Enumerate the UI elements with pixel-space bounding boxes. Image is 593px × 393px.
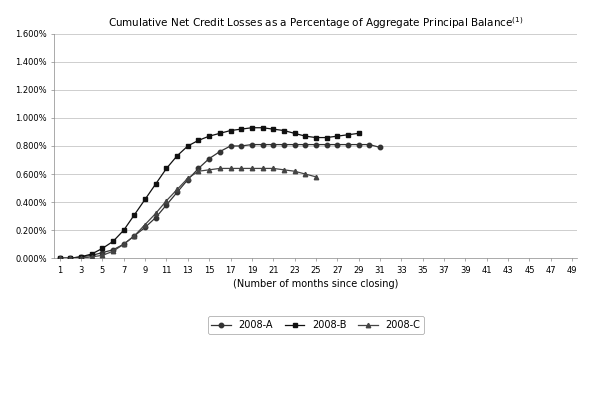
2008-B bbox=[184, 143, 192, 148]
2008-B bbox=[67, 256, 74, 261]
2008-C bbox=[313, 174, 320, 179]
2008-A bbox=[345, 142, 352, 147]
2008-C bbox=[206, 167, 213, 172]
2008-A bbox=[195, 166, 202, 171]
2008-B bbox=[195, 138, 202, 143]
2008-A bbox=[377, 145, 384, 150]
2008-B bbox=[131, 212, 138, 217]
2008-A bbox=[259, 142, 266, 147]
2008-B bbox=[238, 127, 245, 132]
2008-B bbox=[270, 127, 277, 132]
2008-C bbox=[88, 254, 95, 259]
2008-A bbox=[99, 250, 106, 255]
2008-A bbox=[313, 142, 320, 147]
2008-C bbox=[291, 169, 298, 174]
2008-C bbox=[248, 166, 256, 171]
2008-C bbox=[195, 169, 202, 174]
2008-A bbox=[270, 142, 277, 147]
2008-B bbox=[56, 256, 63, 261]
2008-A bbox=[67, 256, 74, 261]
2008-C bbox=[56, 256, 63, 261]
2008-C bbox=[142, 222, 149, 227]
2008-C bbox=[163, 198, 170, 203]
Line: 2008-A: 2008-A bbox=[58, 142, 382, 261]
2008-B bbox=[313, 135, 320, 140]
Legend: 2008-A, 2008-B, 2008-C: 2008-A, 2008-B, 2008-C bbox=[208, 316, 424, 334]
2008-C bbox=[184, 176, 192, 181]
2008-C bbox=[270, 166, 277, 171]
2008-A bbox=[238, 143, 245, 148]
2008-C bbox=[216, 166, 224, 171]
2008-B bbox=[152, 182, 160, 186]
2008-C bbox=[110, 249, 117, 253]
2008-C bbox=[227, 166, 234, 171]
2008-B bbox=[110, 239, 117, 244]
2008-C bbox=[78, 256, 85, 261]
2008-B bbox=[259, 125, 266, 130]
2008-B bbox=[216, 131, 224, 136]
2008-B bbox=[302, 134, 309, 138]
2008-C bbox=[174, 187, 181, 192]
2008-A bbox=[110, 248, 117, 252]
2008-B bbox=[291, 131, 298, 136]
X-axis label: (Number of months since closing): (Number of months since closing) bbox=[233, 279, 398, 289]
2008-A bbox=[355, 142, 362, 147]
2008-A bbox=[216, 149, 224, 154]
2008-C bbox=[67, 256, 74, 261]
2008-B bbox=[334, 134, 341, 138]
2008-A bbox=[227, 143, 234, 148]
2008-C bbox=[259, 166, 266, 171]
2008-B bbox=[142, 197, 149, 202]
2008-C bbox=[120, 242, 127, 246]
2008-A bbox=[206, 156, 213, 161]
2008-B bbox=[120, 228, 127, 233]
2008-A bbox=[131, 233, 138, 238]
2008-A bbox=[56, 256, 63, 261]
Title: Cumulative Net Credit Losses as a Percentage of Aggregate Principal Balance$^{(1: Cumulative Net Credit Losses as a Percen… bbox=[108, 15, 524, 31]
2008-A bbox=[291, 142, 298, 147]
2008-A bbox=[334, 142, 341, 147]
2008-A bbox=[142, 225, 149, 230]
2008-B bbox=[323, 135, 330, 140]
2008-B bbox=[78, 254, 85, 259]
2008-B bbox=[88, 252, 95, 256]
2008-B bbox=[99, 246, 106, 251]
2008-C bbox=[152, 211, 160, 216]
2008-B bbox=[280, 128, 288, 133]
Line: 2008-C: 2008-C bbox=[58, 166, 318, 261]
2008-B bbox=[227, 128, 234, 133]
2008-A bbox=[184, 177, 192, 182]
Line: 2008-B: 2008-B bbox=[58, 125, 361, 261]
2008-C bbox=[99, 253, 106, 258]
2008-A bbox=[152, 215, 160, 220]
2008-A bbox=[248, 142, 256, 147]
2008-B bbox=[206, 134, 213, 138]
2008-A bbox=[120, 242, 127, 246]
2008-C bbox=[280, 167, 288, 172]
2008-A bbox=[163, 202, 170, 207]
2008-A bbox=[78, 254, 85, 259]
2008-C bbox=[131, 233, 138, 238]
2008-A bbox=[302, 142, 309, 147]
2008-B bbox=[163, 166, 170, 171]
2008-B bbox=[345, 132, 352, 137]
2008-B bbox=[248, 125, 256, 130]
2008-A bbox=[366, 142, 373, 147]
2008-B bbox=[174, 153, 181, 158]
2008-A bbox=[174, 190, 181, 195]
2008-A bbox=[280, 142, 288, 147]
2008-C bbox=[238, 166, 245, 171]
2008-B bbox=[355, 131, 362, 136]
2008-A bbox=[88, 253, 95, 258]
2008-C bbox=[302, 172, 309, 176]
2008-A bbox=[323, 142, 330, 147]
